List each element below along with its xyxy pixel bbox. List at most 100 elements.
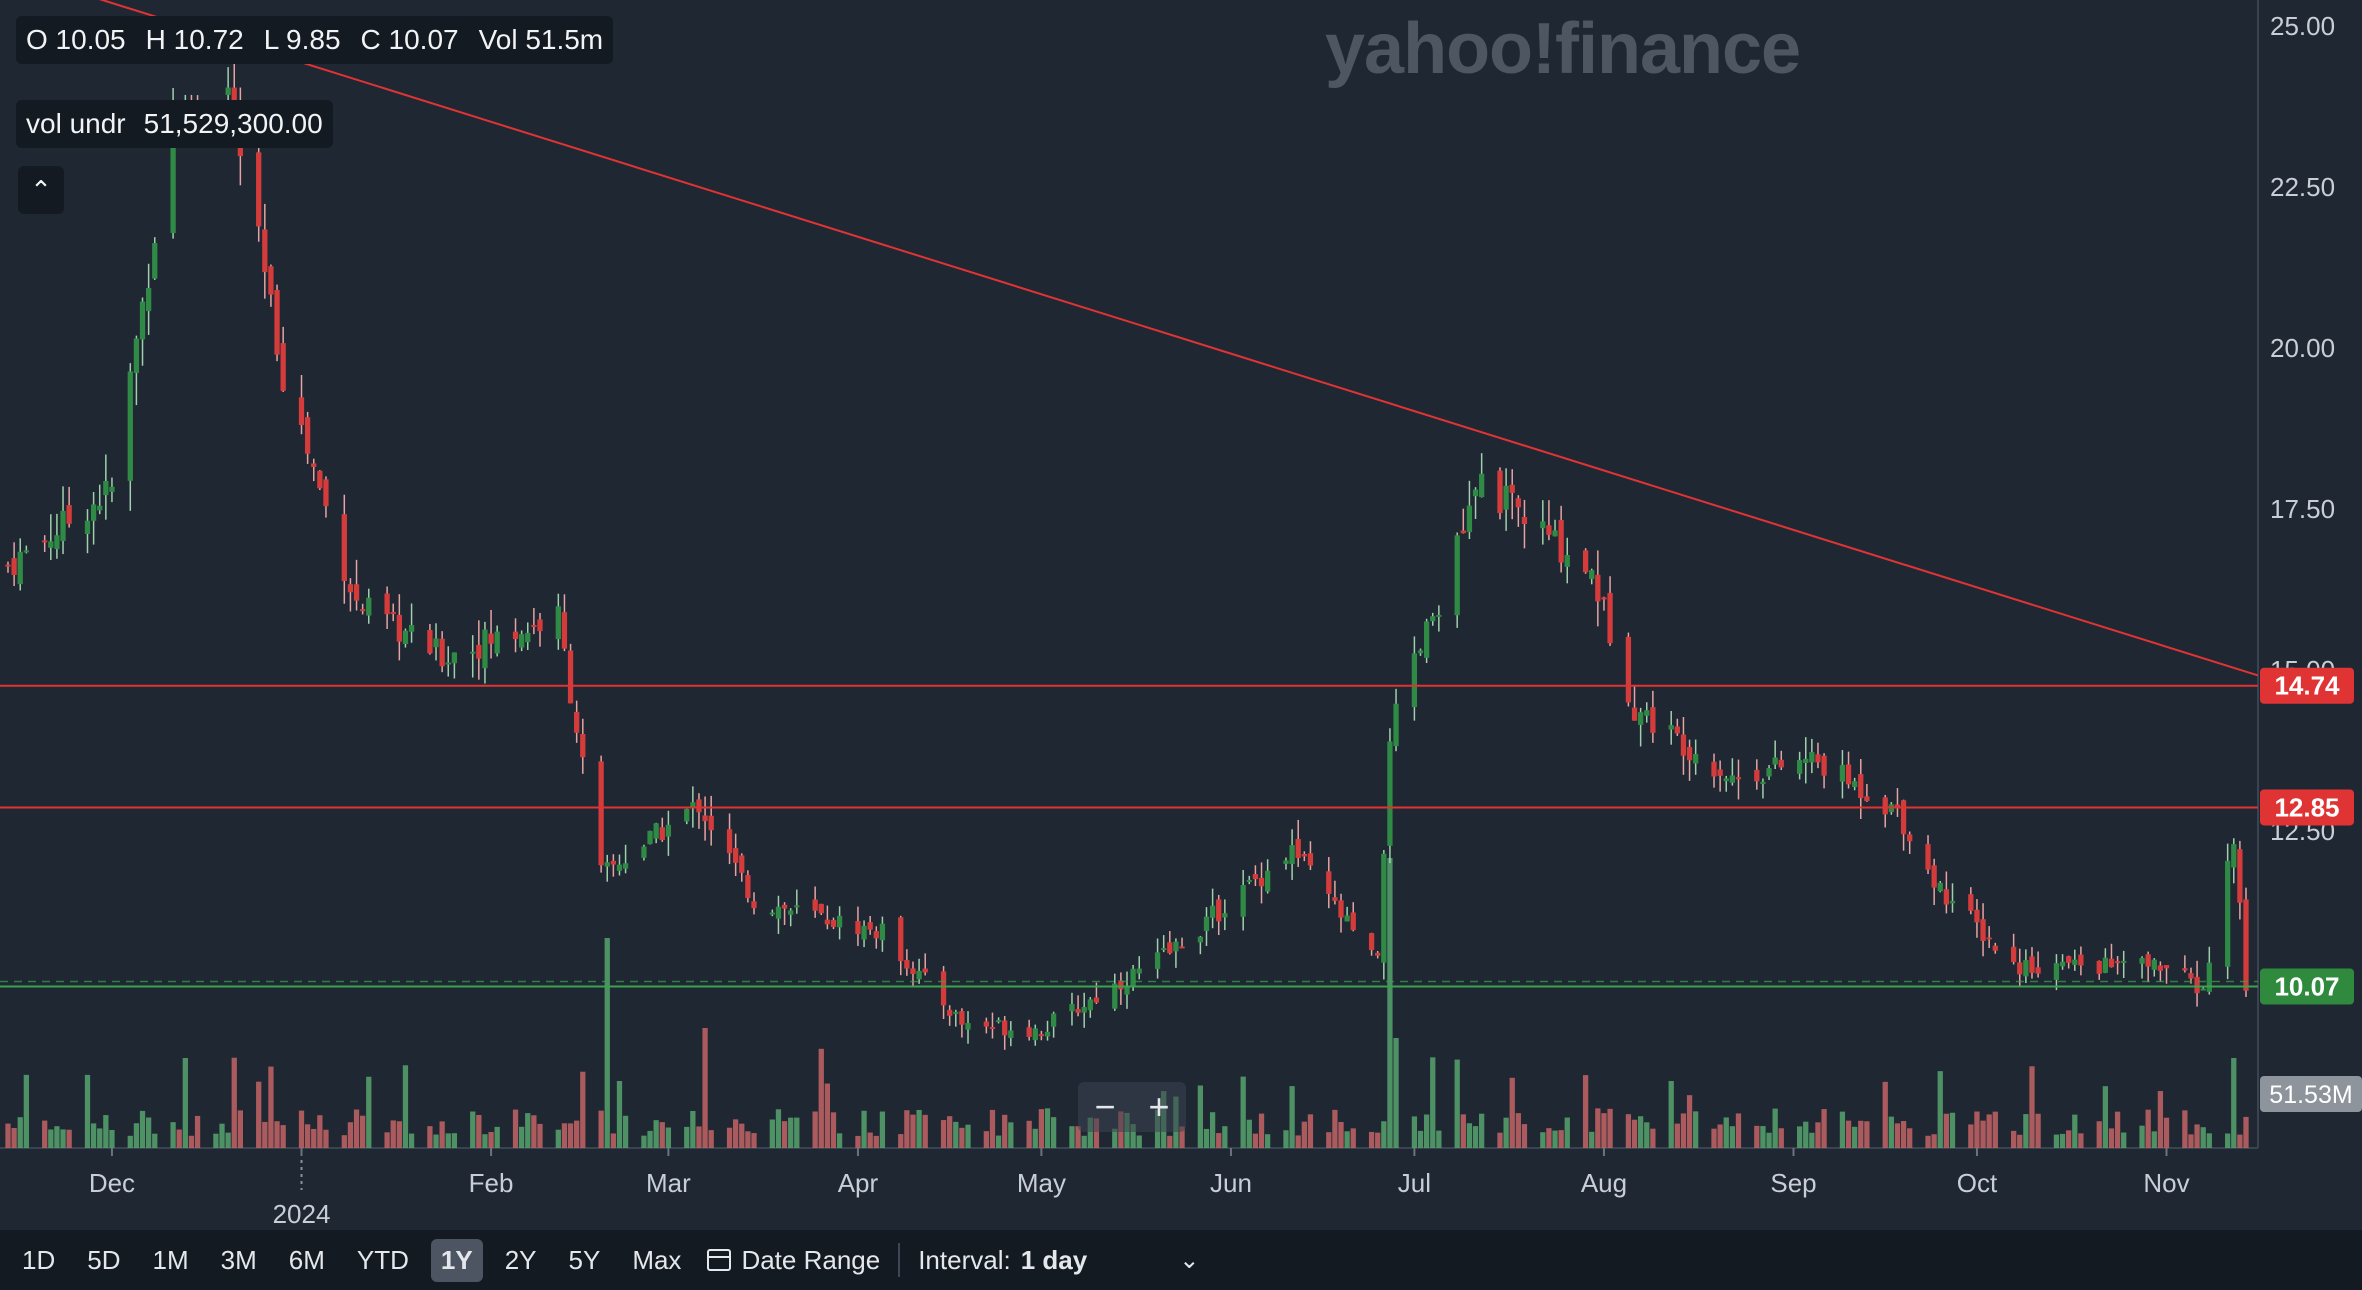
x-tick-label: Jul [1398, 1168, 1431, 1198]
candle-body [1087, 999, 1093, 1011]
volume-bar [580, 1071, 586, 1148]
volume-bar [323, 1129, 329, 1148]
candle-body [2206, 962, 2212, 992]
volume-value: Vol 51.5m [478, 24, 604, 55]
date-range-button[interactable]: Date Range [707, 1245, 880, 1276]
collapse-legend-button[interactable]: ⌃ [18, 166, 64, 214]
candle-body [1601, 597, 1607, 600]
candle-body [1222, 913, 1228, 918]
volume-bar [2145, 1109, 2151, 1148]
volume-bar [1845, 1120, 1852, 1148]
candle-body [439, 638, 445, 667]
range-button-5d[interactable]: 5D [87, 1244, 121, 1275]
trendline[interactable] [68, 0, 2259, 677]
candle-body [2114, 961, 2121, 964]
candle-body [647, 830, 653, 845]
ohlc-readout: O 10.05 H 10.72 L 9.85 C 10.07 Vol 51.5m [16, 16, 614, 64]
candle-body [690, 802, 696, 808]
candle-body [922, 968, 928, 973]
candle-body [788, 910, 794, 915]
volume-bar [647, 1130, 653, 1148]
volume-bar [610, 1133, 616, 1148]
volume-bar [304, 1124, 311, 1148]
candle-body [1130, 968, 1136, 988]
volume-study-legend[interactable]: vol undr 51,529,300.00 [16, 100, 333, 148]
candle-body [1925, 844, 1931, 870]
candle-body [739, 855, 745, 873]
candle-body [1668, 725, 1674, 730]
volume-bar [1032, 1128, 1038, 1148]
candle-body [1295, 838, 1301, 858]
chevron-down-icon[interactable]: ⌄ [1179, 1246, 1200, 1274]
volume-bar [726, 1127, 733, 1148]
zoom-out-button[interactable]: − [1094, 1086, 1116, 1127]
range-button-2y[interactable]: 2Y [504, 1244, 537, 1275]
volume-bar [2151, 1131, 2157, 1148]
low-value: L 9.85 [263, 24, 341, 55]
volume-bar [127, 1135, 133, 1148]
volume-bar [48, 1129, 54, 1148]
candle-body [1044, 1031, 1051, 1037]
range-button-ytd[interactable]: YTD [356, 1244, 409, 1275]
volume-bar [152, 1133, 158, 1148]
candle-body [537, 619, 543, 632]
volume-bar [1093, 1118, 1100, 1148]
candle-body [1809, 752, 1815, 763]
candle-body [1894, 804, 1901, 809]
range-button-1m[interactable]: 1M [152, 1244, 189, 1275]
volume-bar [818, 1048, 824, 1148]
volume-bar [1216, 1133, 1222, 1148]
volume-bar [794, 1117, 800, 1148]
candle-body [898, 917, 904, 962]
range-button-max[interactable]: Max [632, 1244, 682, 1275]
volume-bar [1949, 1112, 1956, 1148]
x-tick-label: Oct [1957, 1168, 1998, 1198]
range-button-5y[interactable]: 5Y [568, 1244, 601, 1275]
volume-bar [1888, 1116, 1894, 1148]
volume-bar [1350, 1128, 1356, 1148]
candle-body [2017, 962, 2023, 975]
candle-body [1845, 764, 1852, 785]
candle-body [2053, 963, 2060, 980]
interval-selector[interactable]: Interval: 1 day ⌄ [918, 1245, 1199, 1276]
candle-body [1387, 741, 1393, 846]
volume-bar [1760, 1126, 1766, 1148]
candle-body [995, 1020, 1002, 1023]
chevron-up-icon: ⌃ [30, 174, 52, 205]
volume-bar [66, 1129, 72, 1148]
candle-body [836, 915, 843, 928]
volume-bar [396, 1121, 402, 1148]
range-button-6m[interactable]: 6M [288, 1244, 325, 1275]
volume-bar [1907, 1128, 1913, 1148]
volume-bar [739, 1123, 745, 1148]
range-button-3m[interactable]: 3M [220, 1244, 257, 1275]
volume-bar [1650, 1128, 1656, 1148]
price-chart[interactable]: 25.0022.5020.0017.5015.0012.50Dec2024Feb… [0, 0, 2362, 1230]
volume-bar [537, 1123, 543, 1148]
candle-body [512, 631, 519, 640]
volume-bar [916, 1109, 922, 1148]
zoom-in-button[interactable]: + [1148, 1086, 1170, 1127]
candle-body [298, 397, 305, 426]
range-button-1y[interactable]: 1Y [430, 1238, 483, 1282]
volume-bar [1644, 1122, 1650, 1148]
volume-tag-label: 51.53M [2269, 1081, 2352, 1109]
volume-bar [1466, 1123, 1473, 1148]
y-tick-label: 22.50 [2270, 172, 2335, 202]
candle-body [470, 651, 476, 654]
volume-bar [2139, 1125, 2145, 1148]
volume-bar [194, 1115, 201, 1148]
volume-bar [213, 1133, 219, 1148]
candle-body [2059, 961, 2066, 967]
volume-bar [1002, 1114, 1008, 1148]
volume-bar [268, 1066, 274, 1148]
candle-body [1240, 885, 1246, 917]
candle-body [708, 815, 714, 831]
volume-bar [1803, 1121, 1809, 1148]
candle-body [580, 734, 586, 758]
volume-bar [965, 1124, 971, 1148]
candle-body [1992, 945, 1998, 951]
volume-study-value: 51,529,300.00 [143, 108, 323, 139]
range-button-1d[interactable]: 1D [22, 1244, 56, 1275]
volume-bar [445, 1133, 451, 1148]
